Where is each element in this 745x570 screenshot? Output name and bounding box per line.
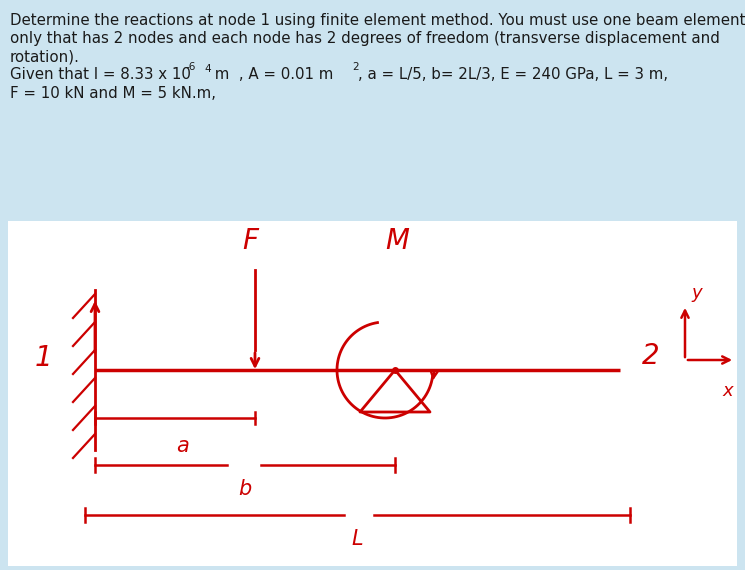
Text: rotation).: rotation).: [10, 49, 80, 64]
Text: -6: -6: [185, 62, 195, 72]
Text: y: y: [691, 284, 702, 302]
Text: Determine the reactions at node 1 using finite element method. You must use one : Determine the reactions at node 1 using …: [10, 13, 745, 28]
Text: x: x: [723, 382, 733, 400]
Text: F: F: [242, 227, 258, 255]
Text: M: M: [385, 227, 409, 255]
Text: 4: 4: [204, 64, 211, 74]
Text: L: L: [352, 529, 364, 549]
Text: 2: 2: [352, 62, 358, 72]
Text: 1: 1: [34, 344, 52, 372]
Text: 2: 2: [642, 342, 659, 370]
Text: , a = L/5, b= 2L/3, E = 240 GPa, L = 3 m,: , a = L/5, b= 2L/3, E = 240 GPa, L = 3 m…: [358, 67, 668, 82]
Text: a: a: [177, 436, 189, 456]
Text: Given that I = 8.33 x 10: Given that I = 8.33 x 10: [10, 67, 191, 82]
Text: m  , A = 0.01 m: m , A = 0.01 m: [210, 67, 333, 82]
Bar: [8, 221, 737, 566]
Text: F = 10 kN and M = 5 kN.m,: F = 10 kN and M = 5 kN.m,: [10, 86, 216, 101]
Text: b: b: [238, 479, 252, 499]
Text: only that has 2 nodes and each node has 2 degrees of freedom (transverse displac: only that has 2 nodes and each node has …: [10, 31, 720, 46]
